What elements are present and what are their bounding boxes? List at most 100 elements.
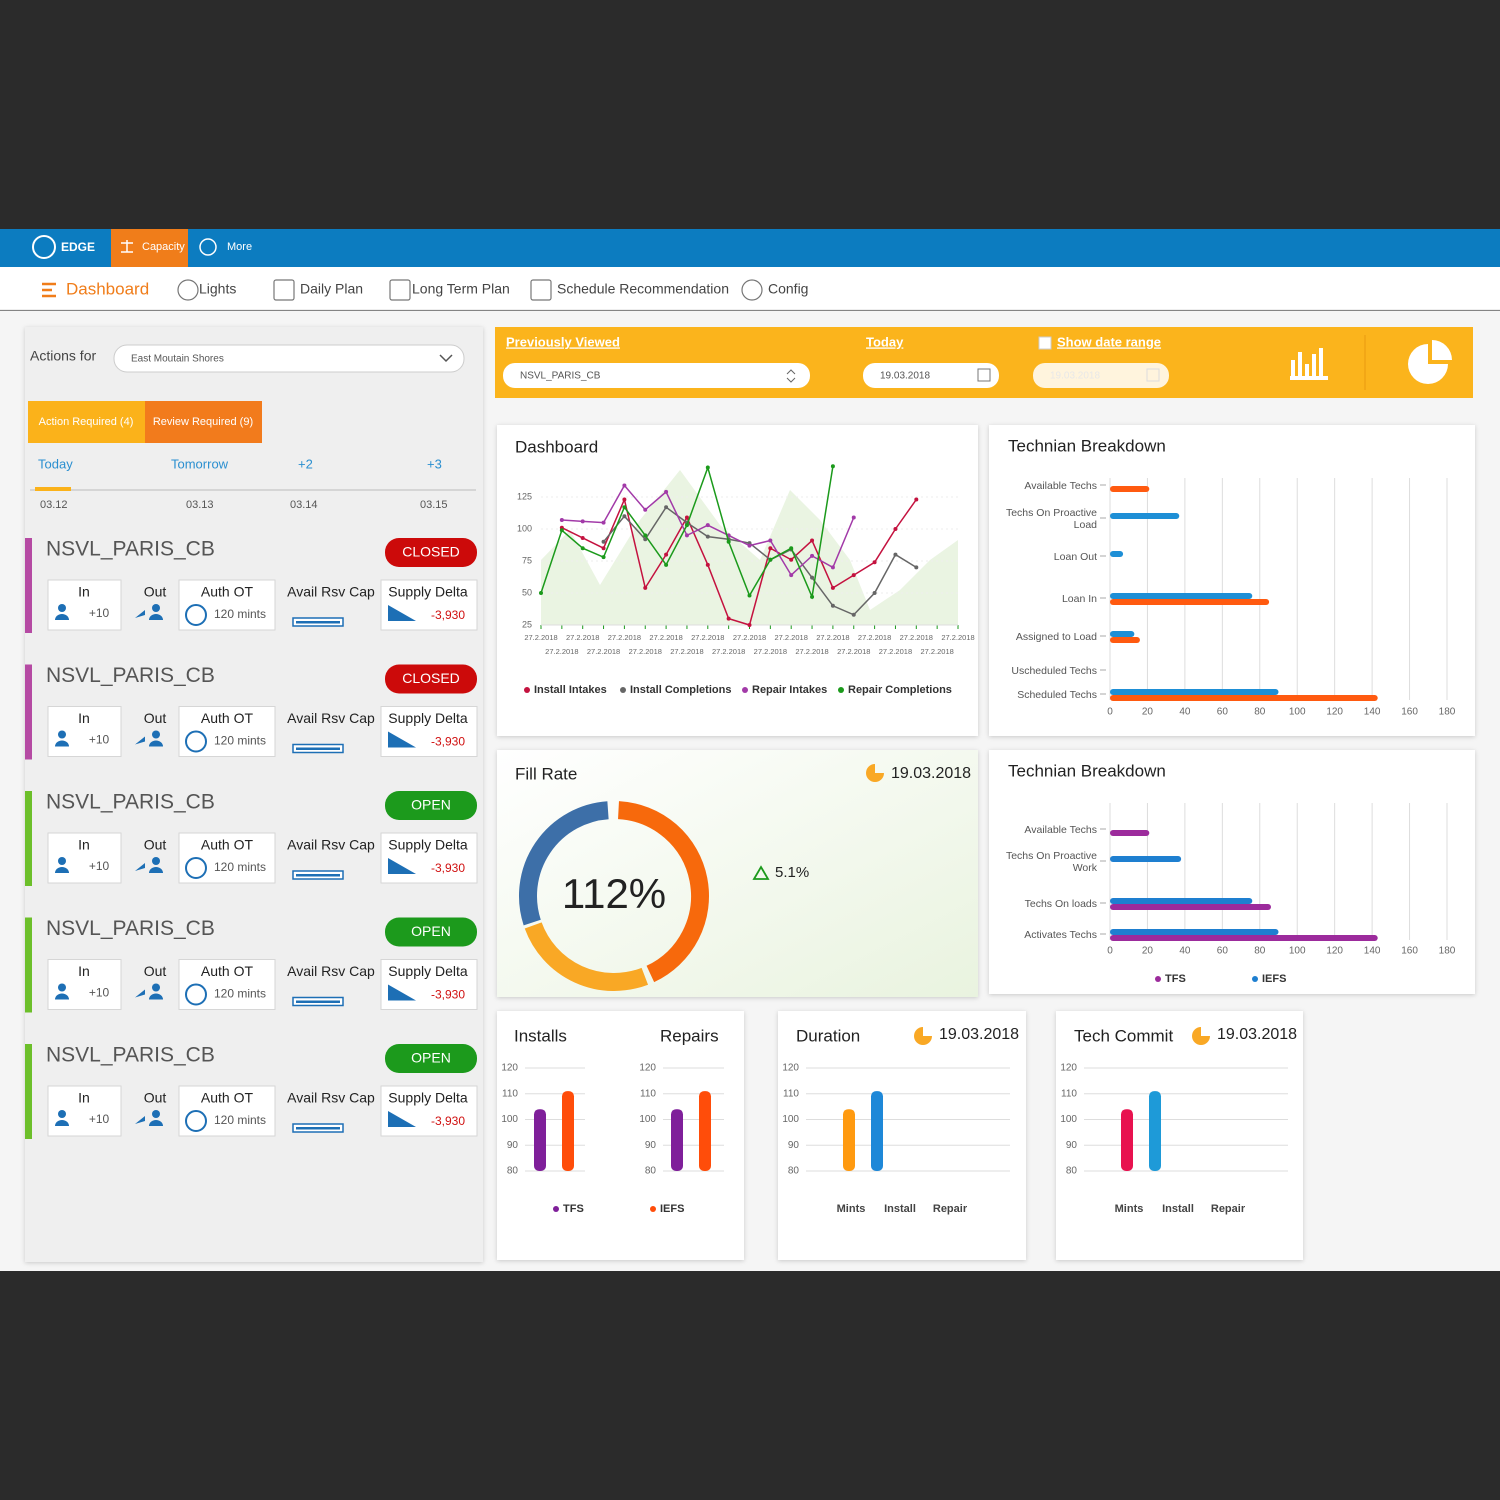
- category-label: Available Techs: [1024, 824, 1097, 836]
- card-title: NSVL_PARIS_CB: [46, 791, 215, 814]
- stat-label: In: [78, 710, 90, 726]
- stat-label: Out: [144, 963, 167, 979]
- stat-value: -3,930: [431, 735, 465, 749]
- stat-value: +10: [89, 986, 110, 1000]
- point: [559, 518, 564, 523]
- date-box[interactable]: [863, 363, 999, 388]
- chevron: [439, 354, 453, 363]
- gauge-value: 112%: [562, 870, 666, 917]
- day-tab[interactable]: Tomorrow: [171, 456, 229, 471]
- capacity-fill: [296, 1000, 340, 1003]
- point: [747, 623, 752, 627]
- x-tick-label: 27.2.2018: [795, 647, 828, 656]
- bar: [1121, 1109, 1133, 1171]
- x-tick-label: 27.2.2018: [545, 647, 578, 656]
- date-box[interactable]: [1033, 363, 1169, 388]
- x-tick-label: 27.2.2018: [775, 633, 808, 642]
- nav-item[interactable]: Schedule Recommendation: [557, 281, 729, 297]
- legend-dot: [1155, 976, 1161, 982]
- nav-item[interactable]: Daily Plan: [300, 281, 363, 297]
- y-tick-label: 100: [639, 1114, 656, 1125]
- button[interactable]: [145, 401, 262, 443]
- link[interactable]: Show date range: [1057, 334, 1161, 349]
- capacity-tab[interactable]: [111, 229, 188, 267]
- point: [705, 562, 710, 567]
- nav-item[interactable]: Config: [768, 281, 808, 297]
- status: CLOSED: [402, 544, 460, 560]
- point: [768, 546, 773, 551]
- stat-box: [380, 706, 478, 757]
- link[interactable]: Previously Viewed: [506, 334, 620, 349]
- bar: [562, 1091, 574, 1171]
- y-tick-label: 100: [501, 1114, 518, 1125]
- bar: [1110, 551, 1124, 557]
- legend-label: Repair Intakes: [752, 684, 827, 696]
- stat-label: In: [78, 837, 90, 853]
- user-icon: [58, 857, 66, 865]
- tab[interactable]: Capacity: [142, 241, 185, 253]
- tab[interactable]: More: [227, 241, 252, 253]
- nav-item[interactable]: Long Term Plan: [412, 281, 510, 297]
- point: [705, 465, 710, 470]
- card-title: NSVL_PARIS_CB: [46, 917, 215, 940]
- card-accent: [25, 1044, 32, 1139]
- user-icon: [135, 1116, 163, 1126]
- status: OPEN: [411, 1050, 451, 1066]
- breakdown-panel: [989, 750, 1475, 994]
- x-tick-label: 27.2.2018: [816, 633, 849, 642]
- checkbox[interactable]: [1038, 336, 1052, 350]
- link[interactable]: Today: [866, 334, 904, 349]
- bar-chart-icon[interactable]: [1290, 348, 1328, 380]
- bar: [1110, 695, 1378, 701]
- button-label: Review Required (9): [153, 416, 253, 428]
- point: [601, 546, 606, 551]
- stat-label: Avail Rsv Cap: [287, 1090, 375, 1106]
- day-tab[interactable]: +3: [427, 456, 442, 471]
- point: [810, 538, 815, 543]
- day-tab[interactable]: Today: [38, 456, 73, 471]
- x-tick-label: 27.2.2018: [691, 633, 724, 642]
- nav-icon: [741, 279, 763, 301]
- y-tick-label: 120: [782, 1063, 799, 1074]
- select-box[interactable]: [113, 344, 465, 373]
- point: [643, 585, 648, 590]
- stat-label: Out: [144, 710, 167, 726]
- point: [539, 591, 543, 595]
- pie-icon[interactable]: [1408, 340, 1452, 384]
- nav-item[interactable]: Lights: [199, 281, 236, 297]
- y-tick-label: 50: [522, 587, 532, 597]
- stat-value: 120 mints: [214, 987, 266, 1001]
- category-label: Techs On Proactive Work: [1006, 850, 1097, 874]
- point: [622, 514, 627, 519]
- x-tick-label: 100: [1289, 707, 1306, 718]
- status-pill: [385, 664, 477, 694]
- date: 19.03.2018: [1217, 1026, 1297, 1043]
- user-icon: [55, 1120, 69, 1126]
- stat-value: +10: [89, 859, 110, 873]
- button[interactable]: [28, 401, 145, 443]
- day-tab[interactable]: +2: [298, 456, 313, 471]
- stat-value: +10: [89, 733, 110, 747]
- user-icon: [58, 1110, 66, 1118]
- point: [789, 546, 794, 551]
- point: [664, 552, 669, 557]
- point: [643, 537, 648, 542]
- x-label: Install: [1162, 1203, 1194, 1215]
- y-tick-label: 110: [783, 1088, 799, 1099]
- day-date: 03.15: [420, 499, 448, 511]
- category-label-text: Available Techs: [1024, 824, 1097, 836]
- select-box[interactable]: [503, 363, 810, 388]
- user-icon: [55, 993, 69, 1000]
- legend-label: TFS: [1165, 973, 1186, 985]
- status-pill: [385, 538, 477, 567]
- legend-label: TFS: [563, 1203, 584, 1215]
- x-tick-label: 27.2.2018: [629, 647, 662, 656]
- user-icon: [58, 604, 66, 612]
- category-label-text: Assigned to Load: [1015, 631, 1097, 643]
- nav-item[interactable]: Dashboard: [66, 279, 149, 298]
- category-label: Assigned to Load: [1015, 631, 1097, 643]
- point: [747, 593, 752, 598]
- point: [830, 585, 835, 590]
- series-line: [602, 506, 917, 616]
